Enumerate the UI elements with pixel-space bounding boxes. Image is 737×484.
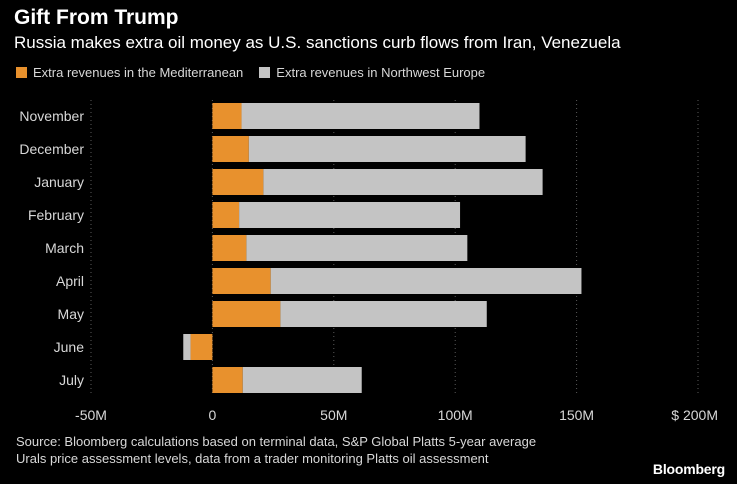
bar-april-northwest-europe bbox=[270, 268, 582, 294]
legend: Extra revenues in the Mediterranean Extr… bbox=[16, 65, 493, 80]
category-label-march: March bbox=[45, 240, 84, 256]
x-tick-label-50m: 50M bbox=[320, 407, 347, 423]
category-label-april: April bbox=[56, 273, 84, 289]
bar-june-mediterranean bbox=[190, 334, 213, 360]
bar-november-mediterranean bbox=[212, 103, 242, 129]
category-label-february: February bbox=[28, 207, 84, 223]
legend-item-mediterranean: Extra revenues in the Mediterranean bbox=[16, 65, 243, 80]
bar-july-northwest-europe bbox=[242, 367, 362, 393]
bar-march-mediterranean bbox=[212, 235, 247, 261]
bar-july-mediterranean bbox=[212, 367, 243, 393]
legend-swatch-mediterranean bbox=[16, 67, 27, 78]
category-label-november: November bbox=[19, 108, 84, 124]
x-tick-label-100m: 100M bbox=[438, 407, 473, 423]
bar-february-northwest-europe bbox=[239, 202, 461, 228]
bar-january-mediterranean bbox=[212, 169, 264, 195]
x-tick-labels: -50M 0 50M 100M 150M $ 200M bbox=[75, 407, 718, 423]
category-labels: November December January February March Apri… bbox=[19, 108, 84, 388]
x-tick-label-150m: 150M bbox=[559, 407, 594, 423]
x-tick-label-0: 0 bbox=[209, 407, 217, 423]
chart-subtitle: Russia makes extra oil money as U.S. san… bbox=[14, 33, 621, 52]
source-line-1: Source: Bloomberg calculations based on … bbox=[16, 434, 537, 449]
category-label-january: January bbox=[34, 174, 84, 190]
bar-june-northwest-europe bbox=[183, 334, 191, 360]
bar-may-mediterranean bbox=[212, 301, 281, 327]
bar-december-mediterranean bbox=[212, 136, 249, 162]
bar-november-northwest-europe bbox=[241, 103, 480, 129]
category-label-june: June bbox=[54, 339, 85, 355]
bar-may-northwest-europe bbox=[280, 301, 487, 327]
category-label-december: December bbox=[19, 141, 84, 157]
bar-february-mediterranean bbox=[212, 202, 240, 228]
source-line-2: Urals price assessment levels, data from… bbox=[16, 451, 489, 466]
x-tick-label-200m: $ 200M bbox=[671, 407, 718, 423]
source-note: Source: Bloomberg calculations based on … bbox=[16, 433, 536, 467]
bar-april-mediterranean bbox=[212, 268, 271, 294]
legend-label-northwest-europe: Extra revenues in Northwest Europe bbox=[276, 65, 486, 80]
chart-title: Gift From Trump bbox=[14, 6, 179, 29]
bar-january-northwest-europe bbox=[263, 169, 543, 195]
category-label-july: July bbox=[59, 372, 84, 388]
x-tick-label-50m: -50M bbox=[75, 407, 107, 423]
legend-item-northwest-europe: Extra revenues in Northwest Europe bbox=[259, 65, 485, 80]
bloomberg-logo: Bloomberg bbox=[652, 461, 725, 477]
category-label-may: May bbox=[58, 306, 84, 322]
bar-december-northwest-europe bbox=[248, 136, 526, 162]
bar-march-northwest-europe bbox=[246, 235, 468, 261]
legend-swatch-northwest-europe bbox=[259, 67, 271, 78]
legend-label-mediterranean: Extra revenues in the Mediterranean bbox=[33, 65, 244, 80]
bars bbox=[183, 103, 582, 393]
